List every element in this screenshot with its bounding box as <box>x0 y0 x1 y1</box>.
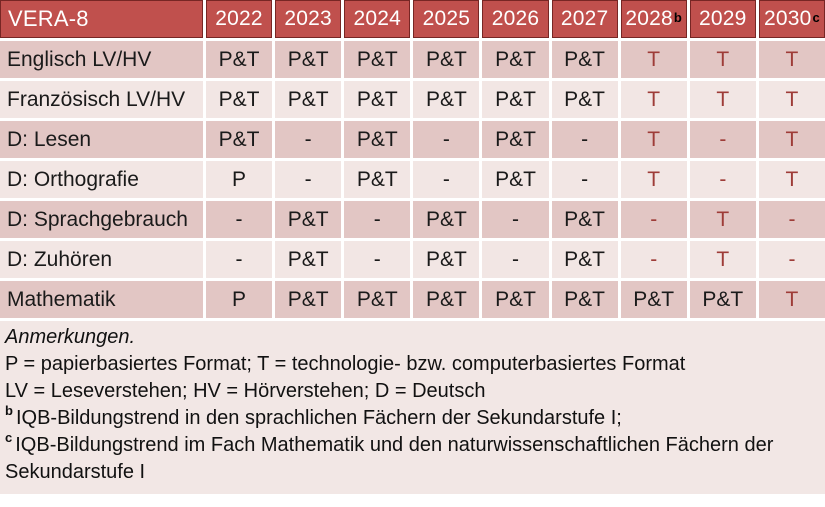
footnote-c-text: IQB-Bildungstrend im Fach Mathematik und… <box>5 434 774 483</box>
value-cell: P <box>206 281 273 318</box>
value-cell: T <box>689 41 756 78</box>
value-cell: T <box>758 161 825 198</box>
value-cell: P&T <box>482 41 549 78</box>
value-cell: P&T <box>206 41 273 78</box>
year-header-cell: 2030 c <box>758 0 825 38</box>
value-cell: T <box>758 281 825 318</box>
value-cell: P&T <box>689 281 756 318</box>
value-cell: T <box>758 121 825 158</box>
value-cell: P&T <box>551 41 618 78</box>
value-cell: P&T <box>275 81 342 118</box>
value-cell: P&T <box>551 241 618 278</box>
value-cell: P&T <box>413 281 480 318</box>
value-cell: - <box>275 161 342 198</box>
value-cell: T <box>689 241 756 278</box>
note-format-legend: P = papierbasiertes Format; T = technolo… <box>5 353 686 375</box>
row-label-cell: D: Lesen <box>0 121 203 158</box>
row-label-cell: Englisch LV/HV <box>0 41 203 78</box>
year-header-cell: 2026 <box>482 0 549 38</box>
value-cell: P&T <box>482 81 549 118</box>
value-cell: - <box>275 121 342 158</box>
value-cell: - <box>413 161 480 198</box>
row-label-cell: D: Orthografie <box>0 161 203 198</box>
value-cell: - <box>206 241 273 278</box>
value-cell: P&T <box>275 41 342 78</box>
year-header-cell: 2024 <box>344 0 411 38</box>
value-cell: P&T <box>344 41 411 78</box>
value-cell: T <box>689 81 756 118</box>
value-cell: T <box>620 161 687 198</box>
year-header-cell: 2028 b <box>620 0 687 38</box>
value-cell: P&T <box>275 281 342 318</box>
header-superscript: b <box>673 9 683 25</box>
footnote-b-marker: b <box>5 403 13 419</box>
value-cell: P&T <box>344 121 411 158</box>
value-cell: - <box>689 161 756 198</box>
value-cell: - <box>413 121 480 158</box>
value-cell: P&T <box>620 281 687 318</box>
notes-section: Anmerkungen. P = papierbasiertes Format;… <box>0 321 825 494</box>
value-cell: P&T <box>482 161 549 198</box>
year-header-cell: 2029 <box>689 0 756 38</box>
header-superscript: c <box>812 9 820 25</box>
table-title-cell: VERA-8 <box>0 0 203 38</box>
value-cell: - <box>344 241 411 278</box>
value-cell: T <box>689 201 756 238</box>
note-footnote-c: c IQB-Bildungstrend im Fach Mathematik un… <box>5 430 818 486</box>
value-cell: P&T <box>551 281 618 318</box>
note-footnote-b: b IQB-Bildungstrend in den sprachlichen F… <box>5 403 818 432</box>
value-cell: P&T <box>551 81 618 118</box>
year-header-cell: 2022 <box>206 0 273 38</box>
value-cell: P&T <box>413 201 480 238</box>
year-header-cell: 2023 <box>275 0 342 38</box>
row-label-cell: Mathematik <box>0 281 203 318</box>
value-cell: - <box>482 241 549 278</box>
year-header-cell: 2025 <box>413 0 480 38</box>
year-header-cell: 2027 <box>551 0 618 38</box>
value-cell: P <box>206 161 273 198</box>
value-cell: - <box>758 241 825 278</box>
value-cell: P&T <box>413 81 480 118</box>
value-cell: P&T <box>413 241 480 278</box>
value-cell: P&T <box>344 281 411 318</box>
value-cell: - <box>551 121 618 158</box>
value-cell: - <box>620 241 687 278</box>
value-cell: P&T <box>482 281 549 318</box>
value-cell: - <box>206 201 273 238</box>
value-cell: P&T <box>344 161 411 198</box>
value-cell: T <box>620 81 687 118</box>
value-cell: - <box>758 201 825 238</box>
note-abbreviation-legend: LV = Leseverstehen; HV = Hörverstehen; D… <box>5 380 486 402</box>
value-cell: P&T <box>551 201 618 238</box>
value-cell: T <box>620 41 687 78</box>
row-label-cell: D: Zuhören <box>0 241 203 278</box>
value-cell: P&T <box>275 201 342 238</box>
footnote-c-marker: c <box>5 430 13 446</box>
notes-heading: Anmerkungen. <box>5 326 136 348</box>
value-cell: - <box>689 121 756 158</box>
value-cell: P&T <box>413 41 480 78</box>
value-cell: P&T <box>275 241 342 278</box>
value-cell: T <box>758 41 825 78</box>
value-cell: T <box>758 81 825 118</box>
value-cell: - <box>620 201 687 238</box>
row-label-cell: D: Sprachgebrauch <box>0 201 203 238</box>
row-label-cell: Französisch LV/HV <box>0 81 203 118</box>
value-cell: P&T <box>206 121 273 158</box>
value-cell: - <box>344 201 411 238</box>
value-cell: T <box>620 121 687 158</box>
value-cell: - <box>482 201 549 238</box>
value-cell: P&T <box>482 121 549 158</box>
value-cell: P&T <box>344 81 411 118</box>
vera-table: VERA-8 2022 2023 2024 2025 2026 2027 2028 b 2029… <box>0 0 825 318</box>
footnote-b-text: IQB-Bildungstrend in den sprachlichen Fä… <box>15 407 622 429</box>
value-cell: P&T <box>206 81 273 118</box>
value-cell: - <box>551 161 618 198</box>
